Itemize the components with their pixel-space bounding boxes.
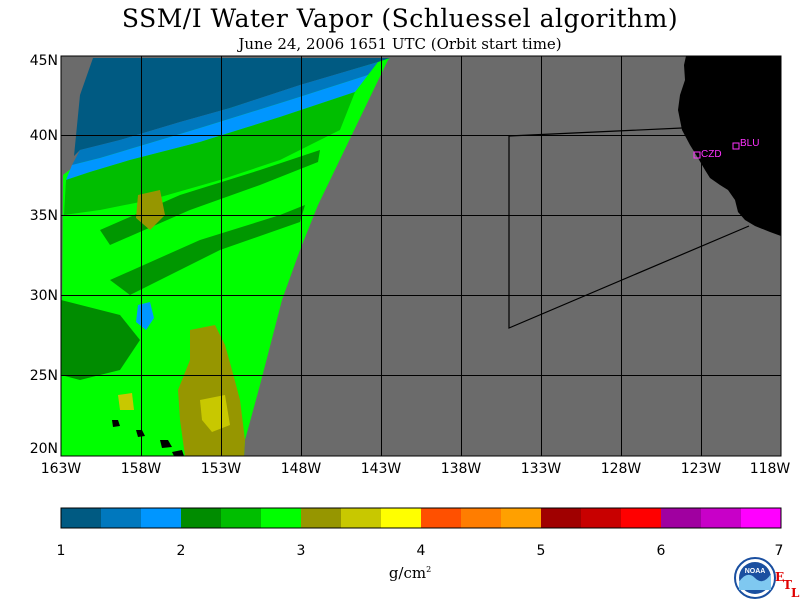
map-frame [60,55,782,457]
lon-label: 133W [520,461,562,477]
colorbar-swatch [701,508,742,528]
lat-label: 30N [29,288,58,304]
colorbar-tick-label: 7 [774,543,784,559]
svg-text:NOAA: NOAA [745,568,766,575]
colorbar [61,508,782,528]
islands [112,420,120,427]
lon-label: 138W [440,461,482,477]
colorbar-tick-label: 5 [536,543,546,559]
swath-dark-green-west [61,300,140,380]
lon-label: 128W [600,461,642,477]
colorbar-swatch [181,508,222,528]
lat-label: 35N [29,208,58,224]
lon-label: 118W [749,461,791,477]
lon-label: 153W [200,461,242,477]
colorbar-swatch [461,508,502,528]
lon-label: 143W [360,461,402,477]
lon-label: 163W [40,461,82,477]
colorbar-tick-label: 1 [56,543,66,559]
lon-label: 123W [680,461,722,477]
colorbar-swatch [621,508,662,528]
page-subtitle: June 24, 2006 1651 UTC (Orbit start time… [238,35,562,53]
colorbar-swatch [221,508,262,528]
lon-label: 148W [280,461,322,477]
etl-letter: E [775,570,785,584]
page-title: SSM/I Water Vapor (Schluessel algorithm) [121,4,679,33]
colorbar-swatch [501,508,542,528]
etl-letter: T [783,578,792,592]
colorbar-tick-label: 6 [656,543,666,559]
swath-mid-green [64,92,355,215]
land-west-coast [678,56,781,236]
colorbar-swatch [421,508,462,528]
colorbar-swatch [301,508,342,528]
lon-label: 158W [120,461,162,477]
station-blu-marker [732,142,740,150]
swath-blue-blob [136,302,154,330]
colorbar-swatch [341,508,382,528]
colorbar-units: g/cm2 [388,564,432,582]
colorbar-tick-label: 2 [176,543,186,559]
colorbar-swatch [581,508,622,528]
lat-label: 40N [29,128,58,144]
colorbar-tick-label: 4 [416,543,426,559]
swath-yellow-patch-2 [118,393,134,410]
colorbar-swatch [541,508,582,528]
colorbar-swatch [741,508,782,528]
colorbar-swatch [261,508,302,528]
lat-label: 20N [29,441,58,457]
lat-label: 45N [29,53,58,69]
swath-dark-green-streak-2 [110,205,305,295]
colorbar-swatch [101,508,142,528]
swath-yellow-patch-1 [200,395,230,432]
swath-olive-patch-north [136,190,165,230]
noaa-logo: NOAA [734,557,776,599]
station-czd-marker [693,151,701,159]
lat-label: 25N [29,368,58,384]
colorbar-swatch [61,508,102,528]
graticule [61,56,781,456]
flight-track [508,127,750,329]
colorbar-swatch [141,508,182,528]
station-czd-label: CZD [701,149,722,160]
colorbar-swatch [661,508,702,528]
swath-dark-band [74,58,390,156]
colorbar-tick-label: 3 [296,543,306,559]
colorbar-frame [60,507,782,529]
map-panel: CZD BLU [61,56,781,456]
colorbar-swatch [381,508,422,528]
station-blu-label: BLU [740,138,759,149]
etl-letter: L [791,586,800,600]
